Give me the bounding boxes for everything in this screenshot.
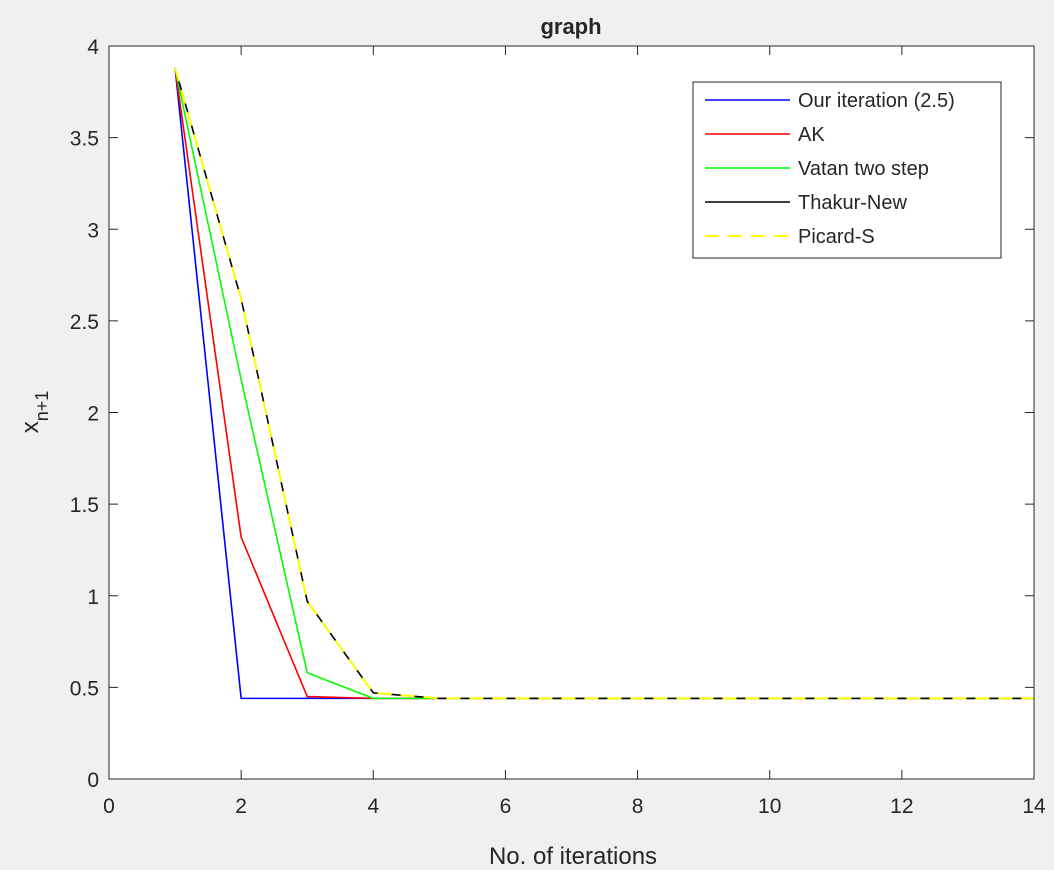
legend-entry: Vatan two step [705, 158, 929, 180]
x-tick-label: 12 [890, 795, 913, 818]
x-tick-label: 6 [500, 795, 512, 818]
y-tick-label: 0.5 [70, 677, 99, 700]
x-axis-label: No. of iterations [489, 843, 657, 870]
y-tick-label: 3 [87, 219, 99, 242]
y-tick-label: 2 [87, 403, 99, 426]
y-tick-label: 3.5 [70, 128, 99, 151]
legend-label: Thakur-New [798, 192, 907, 214]
legend-entry: Thakur-New [705, 192, 907, 214]
y-axis-label-base: x [17, 421, 44, 433]
legend-label: Vatan two step [798, 158, 929, 180]
y-tick-label: 4 [87, 36, 99, 59]
legend-label: AK [798, 124, 825, 146]
y-tick-label: 1 [87, 586, 99, 609]
y-tick-label: 0 [87, 769, 99, 792]
y-axis-label-subscript: n+1 [32, 391, 52, 422]
series-line-picard-s [174, 67, 1034, 700]
legend-entry: Our iteration (2.5) [705, 90, 955, 112]
x-tick-label: 14 [1022, 795, 1046, 818]
legend-label: Picard-S [798, 226, 875, 248]
legend-label: Our iteration (2.5) [798, 90, 955, 112]
x-tick-label: 10 [758, 795, 781, 818]
y-axis-label: xn+1 [17, 391, 52, 434]
y-ticks: 0 0.5 1 1.5 2 2.5 3 3.5 4 [70, 36, 1034, 792]
legend-entry: AK [705, 124, 825, 146]
series-layer [174, 67, 1034, 700]
legend-box [692, 81, 1002, 259]
x-tick-label: 4 [367, 795, 379, 818]
x-tick-label: 2 [235, 795, 247, 818]
legend: Our iteration (2.5) AK Vatan two step Thaku… [692, 81, 1002, 259]
y-tick-label: 2.5 [70, 311, 99, 334]
y-tick-label: 1.5 [70, 494, 99, 517]
legend-entries: Our iteration (2.5) AK Vatan two step Thaku… [705, 90, 955, 248]
x-tick-label: 8 [632, 795, 644, 818]
legend-entry: Picard-S [705, 226, 875, 248]
x-tick-label: 0 [103, 795, 115, 818]
x-ticks: 0 2 4 6 8 10 12 14 [103, 46, 1046, 818]
chart-title: graph [540, 14, 601, 39]
